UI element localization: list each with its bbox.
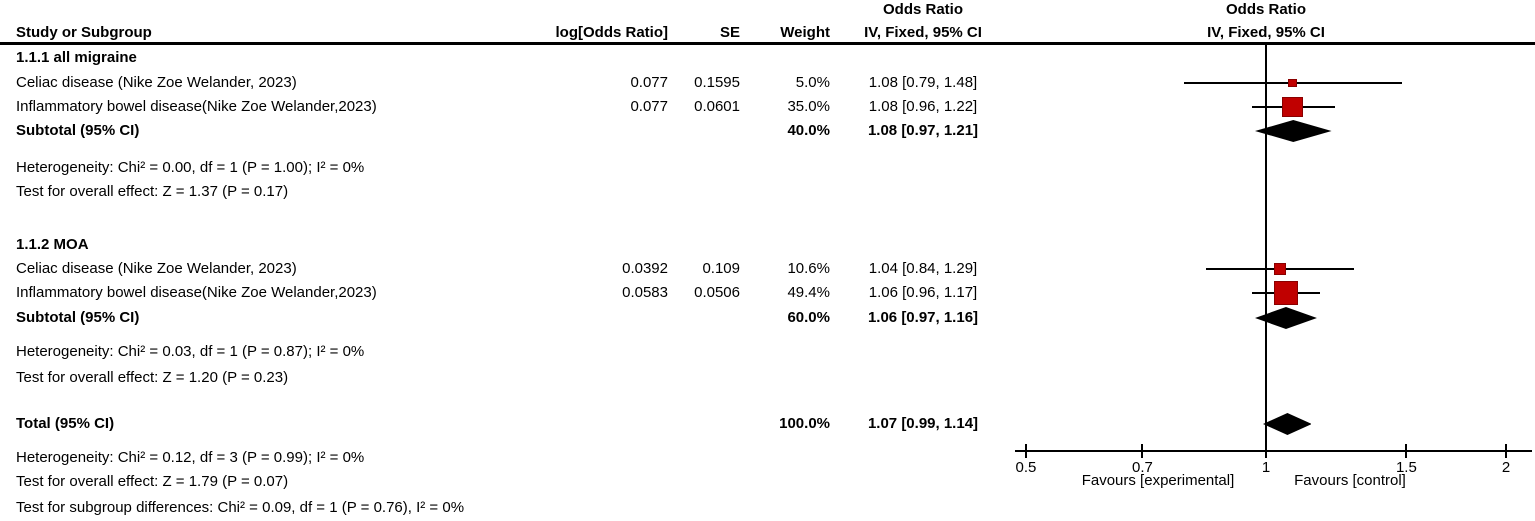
se-value: 0.0506 (694, 284, 740, 301)
x-axis-tick (1405, 444, 1408, 458)
subtotal-label: Subtotal (95% CI) (16, 309, 140, 326)
subgroup-differences-note: Test for subgroup differences: Chi² = 0.… (16, 499, 465, 516)
plot-header-odds-ratio-method: IV, Fixed, 95% CI (1207, 24, 1325, 41)
favours-experimental-label: Favours [experimental] (1081, 472, 1235, 489)
overall-effect-note: Test for overall effect: Z = 1.37 (P = 0… (16, 183, 289, 200)
weight-value: 5.0% (795, 74, 830, 91)
subgroup-heading: 1.1.2 MOA (16, 236, 89, 253)
effect-square (1288, 78, 1298, 88)
total-diamond (1262, 413, 1312, 435)
subgroup-heading: 1.1.1 all migraine (16, 49, 137, 66)
x-axis-tick-label: 1 (1261, 459, 1271, 476)
x-axis-tick (1141, 444, 1144, 458)
column-header-se: SE (719, 24, 740, 41)
column-header-weight: Weight (780, 24, 830, 41)
weight-value: 100.0% (779, 415, 830, 432)
column-header-odds-ratio-method: IV, Fixed, 95% CI (864, 24, 982, 41)
x-axis-tick-label: 0.5 (1015, 459, 1037, 476)
weight-value: 10.6% (787, 260, 830, 277)
x-axis-tick (1505, 444, 1508, 458)
null-line (1265, 45, 1267, 450)
log-odds-ratio-value: 0.0392 (622, 260, 668, 277)
x-axis-tick-label: 1.5 (1395, 459, 1417, 476)
plot-header-odds-ratio-title: Odds Ratio (1225, 1, 1306, 18)
weight-value: 60.0% (787, 309, 830, 326)
study-name: Celiac disease (Nike Zoe Welander, 2023) (16, 74, 297, 91)
ci-text: 1.08 [0.97, 1.21] (867, 122, 979, 139)
log-odds-ratio-value: 0.077 (630, 74, 668, 91)
effect-square (1282, 96, 1303, 118)
se-value: 0.0601 (694, 98, 740, 115)
ci-text: 1.04 [0.84, 1.29] (868, 260, 978, 277)
se-value: 0.1595 (694, 74, 740, 91)
favours-control-label: Favours [control] (1294, 472, 1406, 489)
overall-effect-note: Test for overall effect: Z = 1.79 (P = 0… (16, 473, 289, 490)
heterogeneity-note: Heterogeneity: Chi² = 0.00, df = 1 (P = … (16, 159, 365, 176)
ci-text: 1.08 [0.79, 1.48] (868, 74, 978, 91)
se-value: 0.109 (702, 260, 740, 277)
x-axis-tick-label: 2 (1501, 459, 1511, 476)
subtotal-diamond (1255, 120, 1332, 142)
ci-text: 1.07 [0.99, 1.14] (867, 415, 979, 432)
ci-text: 1.08 [0.96, 1.22] (868, 98, 978, 115)
study-name: Inflammatory bowel disease(Nike Zoe Wela… (16, 284, 377, 301)
total-label: Total (95% CI) (16, 415, 115, 432)
heterogeneity-note: Heterogeneity: Chi² = 0.12, df = 3 (P = … (16, 449, 365, 466)
x-axis-line (1015, 450, 1532, 452)
ci-text: 1.06 [0.97, 1.16] (867, 309, 979, 326)
effect-square (1274, 281, 1299, 305)
log-odds-ratio-value: 0.0583 (622, 284, 668, 301)
weight-value: 40.0% (787, 122, 830, 139)
effect-square (1273, 262, 1286, 276)
overall-effect-note: Test for overall effect: Z = 1.20 (P = 0… (16, 369, 289, 386)
weight-value: 35.0% (787, 98, 830, 115)
subtotal-diamond (1255, 307, 1318, 329)
ci-text: 1.06 [0.96, 1.17] (868, 284, 978, 301)
subtotal-label: Subtotal (95% CI) (16, 122, 140, 139)
heterogeneity-note: Heterogeneity: Chi² = 0.03, df = 1 (P = … (16, 343, 365, 360)
x-axis-tick-label: 0.7 (1132, 459, 1153, 476)
log-odds-ratio-value: 0.077 (630, 98, 668, 115)
study-name: Inflammatory bowel disease(Nike Zoe Wela… (16, 98, 377, 115)
x-axis-tick (1265, 444, 1267, 458)
column-header-study: Study or Subgroup (16, 24, 152, 41)
column-header-log-odds-ratio: log[Odds Ratio] (555, 24, 669, 41)
study-name: Celiac disease (Nike Zoe Welander, 2023) (16, 260, 297, 277)
column-header-odds-ratio-title: Odds Ratio (882, 1, 963, 18)
weight-value: 49.4% (787, 284, 830, 301)
x-axis-tick (1024, 444, 1027, 458)
header-rule (0, 42, 1535, 45)
